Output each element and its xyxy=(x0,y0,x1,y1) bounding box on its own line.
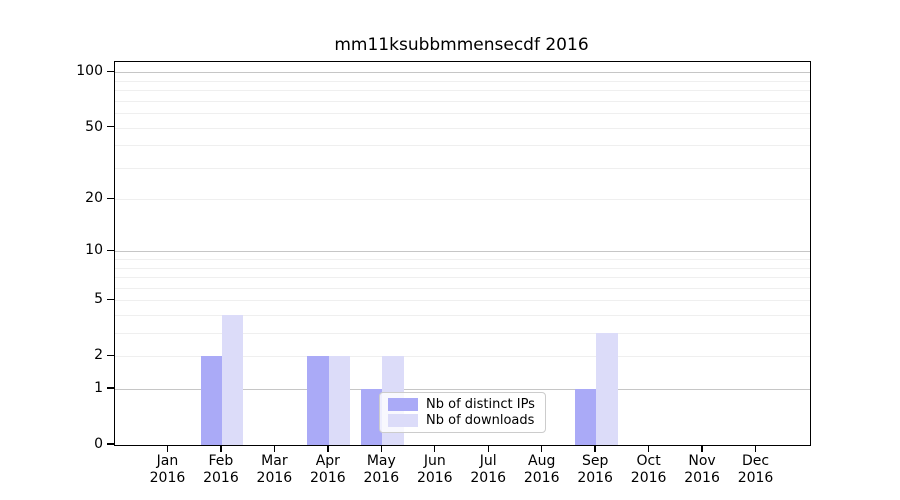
x-tick-mark xyxy=(487,445,489,452)
minor-gridline xyxy=(115,267,810,269)
y-tick-label: 0 xyxy=(94,436,103,452)
y-tick-mark xyxy=(107,354,114,356)
plot-area xyxy=(114,61,811,446)
x-tick-mark xyxy=(273,445,276,452)
y-tick-label: 10 xyxy=(85,242,103,259)
x-tick-mark xyxy=(434,445,436,452)
chart-title: mm11ksubbmmensecdf 2016 xyxy=(334,35,589,55)
x-tick-label: Sep 2016 xyxy=(577,453,613,486)
minor-gridline xyxy=(115,90,810,92)
minor-gridline xyxy=(115,100,810,102)
bar-distinct-ips xyxy=(360,389,383,445)
minor-gridline xyxy=(115,315,810,317)
x-tick-mark xyxy=(647,445,650,452)
x-tick-label: Oct 2016 xyxy=(630,453,667,486)
y-tick-label: 50 xyxy=(85,118,103,135)
y-tick-label: 2 xyxy=(94,347,103,364)
legend-swatch-distinct-ips xyxy=(388,398,418,411)
x-tick-label: Mar 2016 xyxy=(256,453,293,486)
y-tick-mark xyxy=(107,443,114,445)
x-tick-label: May 2016 xyxy=(363,453,400,486)
x-tick-label: Jan 2016 xyxy=(149,453,186,486)
y-tick-label: 100 xyxy=(76,63,103,80)
y-tick-label: 5 xyxy=(94,291,103,308)
x-tick-mark xyxy=(166,445,169,452)
bar-downloads xyxy=(596,333,618,445)
legend-label-downloads: Nb of downloads xyxy=(426,413,535,428)
x-tick-label: Feb 2016 xyxy=(203,453,239,486)
minor-gridline xyxy=(115,113,810,115)
minor-gridline xyxy=(115,287,810,289)
x-tick-label: Dec 2016 xyxy=(737,453,774,486)
minor-gridline xyxy=(115,300,810,302)
minor-gridline xyxy=(115,356,810,358)
x-tick-mark xyxy=(594,445,596,452)
legend-swatch-downloads xyxy=(388,414,418,427)
legend-label-distinct-ips: Nb of distinct IPs xyxy=(426,397,535,412)
minor-gridline xyxy=(115,145,810,147)
minor-gridline xyxy=(115,277,810,279)
x-tick-mark xyxy=(220,445,222,452)
y-tick-mark xyxy=(107,125,114,128)
x-tick-label: Jun 2016 xyxy=(416,453,453,486)
y-tick-mark xyxy=(107,387,114,389)
major-gridline xyxy=(115,251,810,253)
y-tick-mark xyxy=(107,70,114,73)
y-tick-label: 20 xyxy=(85,190,103,207)
minor-gridline xyxy=(115,259,810,261)
bar-distinct-ips xyxy=(200,356,222,445)
bar-distinct-ips xyxy=(574,389,597,445)
x-tick-mark xyxy=(380,445,382,452)
x-tick-label: Nov 2016 xyxy=(684,453,720,486)
bar-downloads xyxy=(328,356,351,445)
x-tick-label: Jul 2016 xyxy=(470,453,507,486)
minor-gridline xyxy=(115,333,810,335)
x-tick-label: Aug 2016 xyxy=(523,453,560,486)
minor-gridline xyxy=(115,199,810,201)
major-gridline xyxy=(115,72,810,74)
minor-gridline xyxy=(115,80,810,82)
minor-gridline xyxy=(115,167,810,169)
x-tick-mark xyxy=(540,445,543,452)
bar-downloads xyxy=(221,315,244,445)
y-tick-mark xyxy=(107,197,114,199)
legend-item-downloads: Nb of downloads xyxy=(388,414,537,427)
major-gridline xyxy=(115,389,810,391)
y-tick-mark xyxy=(107,249,114,252)
y-tick-mark xyxy=(107,298,114,301)
y-tick-label: 1 xyxy=(94,380,103,397)
bar-distinct-ips xyxy=(307,356,329,445)
legend-item-distinct-ips: Nb of distinct IPs xyxy=(388,398,537,411)
x-tick-mark xyxy=(327,445,329,452)
x-tick-mark xyxy=(701,445,703,452)
x-tick-label: Apr 2016 xyxy=(310,453,346,486)
x-tick-mark xyxy=(754,445,757,452)
minor-gridline xyxy=(115,127,810,129)
legend: Nb of distinct IPs Nb of downloads xyxy=(379,392,546,433)
